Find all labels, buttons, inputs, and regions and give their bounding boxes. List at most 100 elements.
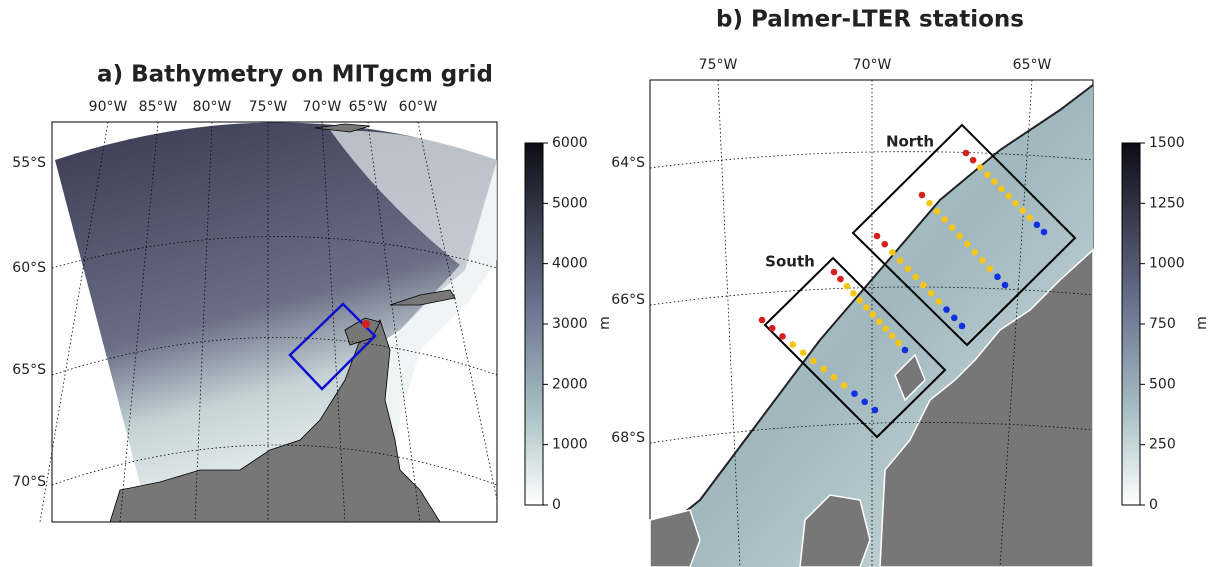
panel-a: a) Bathymetry on MITgcm grid 90°W 85°W 80°… [12,62,613,523]
station [927,289,935,297]
station [904,265,912,273]
station [986,265,994,272]
station [1026,214,1034,221]
colorbar-tick-label: 750 [1149,316,1176,332]
panel-title: b) Palmer-LTER stations [716,7,1024,33]
station [983,171,991,178]
station [869,311,877,318]
station [958,322,966,330]
colorbar-label: m [597,316,613,330]
station [888,332,896,340]
station [901,346,909,354]
station [881,240,889,248]
station [810,357,817,365]
station [830,373,838,381]
station [789,341,797,348]
panel-b: b) Palmer-LTER stations North South 75°W… [611,7,1210,567]
station [969,156,977,164]
lon-label: 70°W [853,57,892,73]
station [862,304,870,311]
station [912,273,919,281]
south-box [763,256,947,439]
study-box [288,302,377,391]
shelf-edge [649,84,1094,541]
station [971,248,979,256]
colorbar-tick-label: 1000 [552,437,588,453]
station [830,268,838,276]
station [991,178,998,186]
colorbar [524,142,544,506]
colorbar-tick-label: 500 [1149,376,1176,392]
colorbar-tick-label: 4000 [552,256,588,272]
station [895,339,902,347]
station [843,282,851,290]
station [779,333,786,340]
lat-label: 70°S [12,474,46,490]
station [851,390,858,397]
station [856,297,864,304]
lon-label: 75°W [699,57,738,73]
colorbar [1121,142,1141,506]
station [926,199,933,207]
colorbar-tick-label: 250 [1149,437,1176,453]
station [871,406,879,414]
station [918,191,926,199]
colorbar-tick-label: 1250 [1149,195,1185,211]
station [963,240,971,248]
colorbar-tick-label: 0 [1149,497,1158,513]
colorbar-label: m [1194,316,1210,330]
station [1033,221,1041,229]
station [768,324,776,332]
station [1001,281,1009,289]
station [1019,207,1027,214]
lat-label: 64°S [611,155,645,171]
station [758,316,766,324]
ocean [55,122,497,522]
station [920,281,927,289]
colorbar-tick-label: 0 [552,497,561,513]
lon-label: 65°W [1013,57,1052,73]
station [799,349,807,357]
lon-label: 85°W [139,99,178,115]
station [950,314,958,322]
shelf [250,130,497,522]
station [994,273,1001,281]
station [1012,199,1019,207]
colorbar-tick-label: 1500 [1149,135,1185,151]
station [840,382,848,389]
station [933,208,941,215]
graticule [649,79,1094,567]
panel-title: a) Bathymetry on MITgcm grid [97,62,493,88]
lat-label: 65°S [12,362,46,378]
lat-label: 60°S [12,260,46,276]
station [1005,192,1012,200]
station [948,224,956,232]
islands [314,123,456,346]
colorbar-tick-label: 1000 [1149,256,1185,272]
land [879,248,1094,567]
lat-label: 55°S [12,155,46,171]
station [935,298,943,305]
colorbar-tick-label: 3000 [552,316,588,332]
station [873,232,881,240]
station [979,257,986,264]
lon-label: 70°W [303,99,342,115]
graticule [39,121,498,523]
lon-label: 80°W [193,99,232,115]
box-label: North [886,133,934,151]
lon-label: 75°W [249,99,288,115]
station-marker [362,320,370,328]
lat-label: 68°S [611,430,645,446]
station [943,306,950,313]
station [875,318,883,325]
north-box [851,123,1077,347]
land [649,353,926,567]
station [820,365,827,373]
station [976,164,984,171]
station [896,257,904,264]
station [861,398,869,406]
station [889,249,896,256]
station [837,275,844,283]
colorbar-tick-label: 6000 [552,135,588,151]
